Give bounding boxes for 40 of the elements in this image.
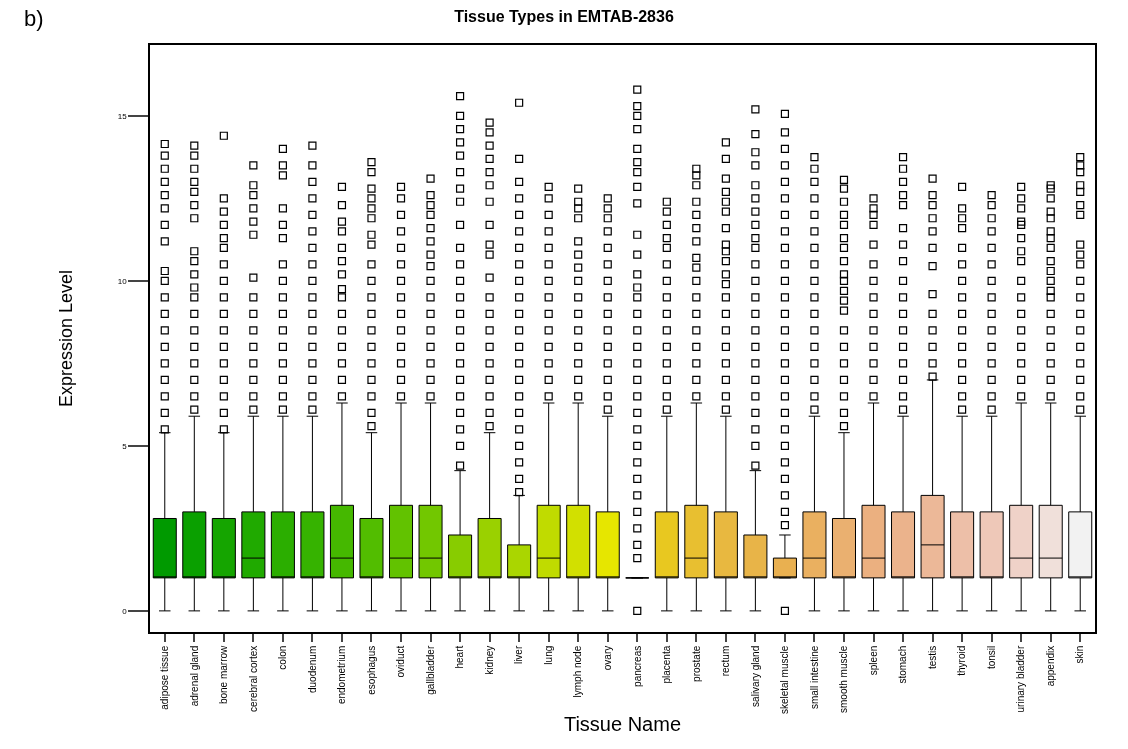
x-tick-label: esophagus [365,645,377,695]
x-tick-label: placenta [661,645,673,684]
x-tick-label: thyroid [956,645,968,676]
x-tick-label: rectum [720,645,732,677]
x-tick-label: pancreas [631,645,643,687]
x-tick-label: small intestine [808,645,820,710]
y-tick-label: 15 [117,111,128,121]
x-tick-label: skin [1074,645,1086,664]
x-tick-label: skeletal muscle [779,645,791,715]
x-tick-label: salivary gland [749,645,761,707]
x-tick-label: bone marrow [218,644,230,705]
x-tick-label: stomach [897,645,909,684]
x-tick-label: urinary bladder [1015,645,1027,713]
x-tick-label: lymph node [572,645,584,698]
x-tick-label: prostate [690,645,702,682]
x-tick-label: duodenum [306,645,318,694]
x-tick-label: appendix [1044,645,1056,687]
x-tick-label: endometrium [336,645,348,705]
x-tick-label: kidney [483,645,495,675]
y-tick-label: 10 [117,276,128,286]
x-tick-label: heart [454,645,466,669]
x-tick-label: cerebral cortex [247,645,259,712]
x-tick-label: testis [926,645,938,670]
x-tick-label: gallbladder [424,645,436,695]
x-tick-label: spleen [867,645,879,676]
x-tick-label: tonsil [985,645,997,670]
x-tick-label: adrenal gland [188,645,200,707]
x-tick-label: lung [542,645,554,665]
text: b) [24,6,44,31]
x-axis-title: Tissue Name [563,713,682,736]
y-tick-label: 5 [122,441,128,451]
y-axis-title: Expression Level [56,269,77,408]
x-tick-label: smooth muscle [838,645,850,713]
x-tick-label: adipose tissue [159,645,171,710]
x-tick-label: ovary [601,645,613,671]
x-tick-label: colon [277,645,289,670]
x-tick-label: oviduct [395,645,407,678]
x-tick-label: liver [513,645,525,665]
chart-title: Tissue Types in EMTAB-2836 [454,8,674,26]
y-tick-label: 0 [122,606,128,616]
